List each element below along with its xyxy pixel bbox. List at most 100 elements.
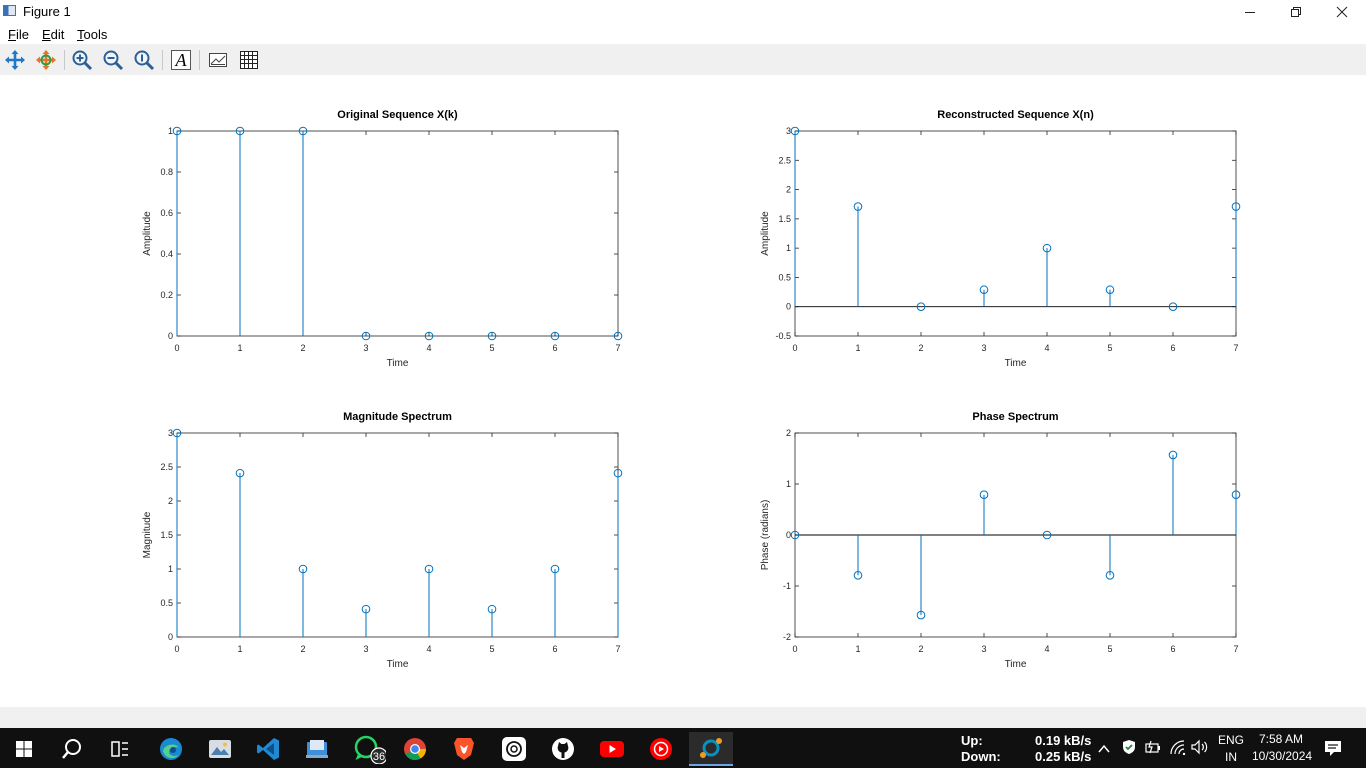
y-tick-label: 1	[168, 564, 173, 574]
youtube-music-taskbar-button[interactable]	[641, 732, 681, 766]
search-icon	[62, 739, 81, 759]
insert-text-button[interactable]: A	[169, 48, 193, 72]
stem-marker	[1042, 243, 1052, 253]
octave-taskbar-button[interactable]	[689, 732, 733, 766]
x-tick-label: 3	[363, 343, 368, 353]
y-axis-label: Amplitude	[760, 211, 771, 256]
stem-marker	[1105, 285, 1115, 295]
x-tick-label: 3	[981, 343, 986, 353]
stem-marker	[979, 285, 989, 295]
menu-edit[interactable]: Edit	[42, 27, 65, 42]
clock-time[interactable]: 7:58 AM	[1259, 732, 1304, 746]
x-tick-label: 6	[1170, 343, 1175, 353]
stem-marker	[916, 610, 926, 620]
rotate-button[interactable]	[34, 48, 58, 72]
figure-window-icon	[3, 5, 16, 16]
x-tick-label: 2	[300, 644, 305, 654]
x-tick-label: 5	[489, 343, 494, 353]
security-tray-button[interactable]	[1121, 739, 1137, 760]
y-tick-label: 0.5	[160, 598, 173, 608]
zoom-reset-button[interactable]	[132, 48, 156, 72]
zoom-in-button[interactable]	[70, 48, 94, 72]
stem-marker	[424, 331, 434, 341]
x-tick-label: 5	[1107, 343, 1112, 353]
x-tick-label: 5	[489, 644, 494, 654]
x-axis-label: Time	[387, 659, 409, 670]
y-tick-label: 0.8	[160, 167, 173, 177]
region-indicator[interactable]: IN	[1225, 750, 1237, 764]
subplot-magnitude-spectrum: 0 1 2 3 4 5 6 7 0 0.5 1 1.5 2 2.5 3 Magnitude Spectrum T…	[142, 411, 623, 670]
clock-date[interactable]: 10/30/2024	[1252, 749, 1313, 763]
stem-marker	[853, 202, 863, 211]
language-indicator[interactable]: ENG	[1218, 733, 1245, 747]
x-tick-label: 0	[174, 343, 179, 353]
chatgpt-icon	[502, 737, 526, 761]
edge-icon	[160, 738, 182, 760]
youtube-taskbar-button[interactable]	[592, 732, 632, 766]
restore-button[interactable]	[1273, 0, 1319, 24]
x-tick-label: 2	[300, 343, 305, 353]
x-tick-label: 4	[1044, 644, 1049, 654]
github-taskbar-button[interactable]	[543, 732, 583, 766]
zoom-reset-icon	[134, 50, 155, 71]
task-view-button[interactable]	[100, 732, 140, 766]
battery-tray-button[interactable]	[1145, 740, 1161, 759]
notifications-button[interactable]	[1323, 739, 1343, 762]
y-tick-label: 0	[786, 302, 791, 312]
plot-title: Original Sequence X(k)	[337, 109, 458, 121]
y-tick-label: -2	[783, 632, 791, 642]
tray-overflow-button[interactable]	[1098, 741, 1110, 759]
stem-marker	[1168, 450, 1178, 460]
x-tick-label: 7	[615, 644, 620, 654]
menu-tools[interactable]: Tools	[77, 27, 108, 42]
title-bar: Figure 1	[0, 0, 1366, 24]
stem-marker	[172, 428, 182, 438]
axes-toggle-button[interactable]	[206, 48, 230, 72]
x-tick-label: 1	[855, 343, 860, 353]
stem-marker	[298, 126, 308, 136]
menu-file[interactable]: File	[8, 27, 29, 42]
rotate-icon	[36, 50, 56, 70]
grid-icon	[240, 51, 258, 69]
vscode-taskbar-button[interactable]	[248, 732, 288, 766]
chatgpt-taskbar-button[interactable]	[494, 732, 534, 766]
figure-status-strip	[0, 707, 1366, 728]
minimize-button[interactable]	[1227, 0, 1273, 24]
x-axis-label: Time	[1005, 659, 1027, 670]
stem-marker	[1105, 570, 1115, 580]
axes-icon	[209, 53, 227, 67]
stem-marker	[790, 530, 800, 540]
toolbar-separator	[162, 50, 163, 70]
toolbar-separator	[199, 50, 200, 70]
start-button[interactable]	[4, 732, 44, 766]
search-button[interactable]	[52, 732, 92, 766]
zoom-in-icon	[72, 50, 93, 71]
file-explorer-taskbar-button[interactable]	[297, 732, 337, 766]
pan-button[interactable]	[3, 48, 27, 72]
plot-axes-box	[176, 130, 619, 337]
chrome-icon	[404, 738, 426, 760]
edge-taskbar-button[interactable]	[151, 732, 191, 766]
stem-marker	[790, 126, 800, 136]
start-icon	[16, 741, 32, 757]
zoom-out-button[interactable]	[101, 48, 125, 72]
x-tick-label: 6	[552, 644, 557, 654]
chrome-taskbar-button[interactable]	[395, 732, 435, 766]
y-tick-label: 0.2	[160, 290, 173, 300]
grid-toggle-button[interactable]	[237, 48, 261, 72]
brave-taskbar-button[interactable]	[444, 732, 484, 766]
volume-tray-button[interactable]	[1190, 739, 1210, 760]
wifi-icon	[1170, 740, 1186, 756]
whatsapp-taskbar-button[interactable]: 36	[346, 732, 386, 766]
close-button[interactable]	[1319, 0, 1365, 24]
y-tick-label: 2	[786, 185, 791, 195]
stem-marker	[235, 126, 245, 136]
chevron-up-icon	[1098, 744, 1110, 753]
whatsapp-badge-count: 36	[373, 751, 385, 763]
photos-taskbar-button[interactable]	[200, 732, 240, 766]
x-axis-label: Time	[387, 358, 409, 369]
wifi-tray-button[interactable]	[1169, 739, 1187, 760]
task-view-icon	[111, 741, 128, 757]
x-tick-label: 7	[1233, 343, 1238, 353]
